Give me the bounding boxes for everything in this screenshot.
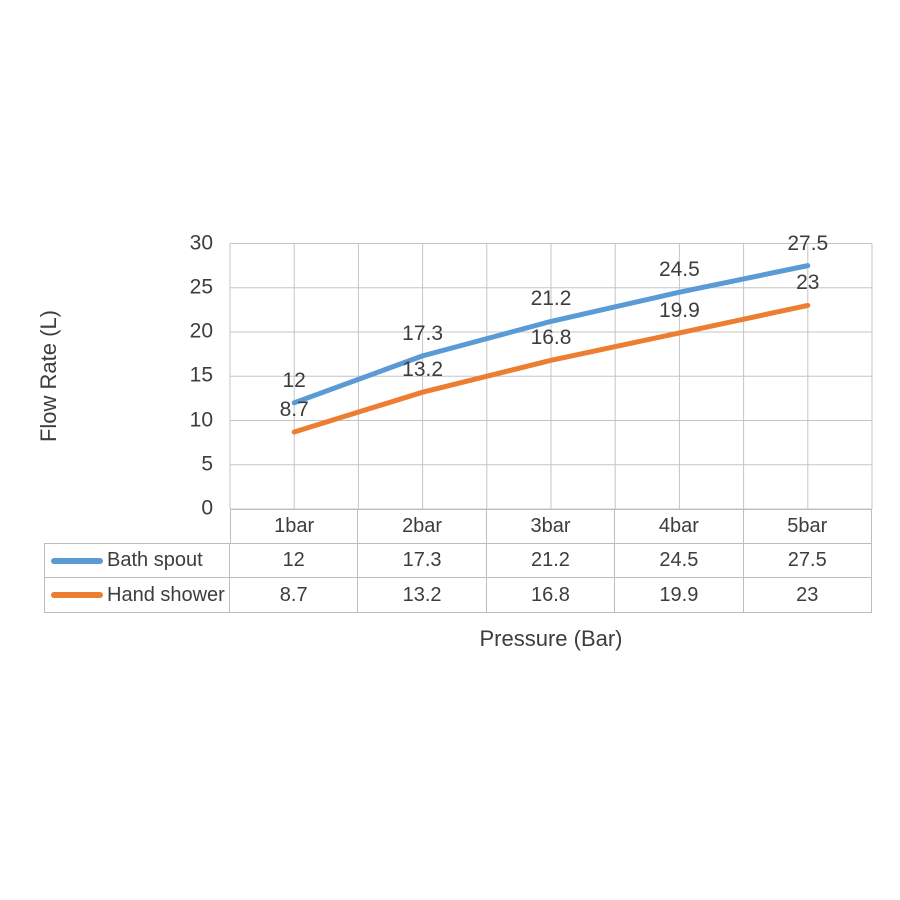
y-tick-label: 5 <box>201 452 213 476</box>
legend-label: Hand shower <box>107 583 225 606</box>
data-table: 1bar 2bar 3bar 4bar 5bar Bath spout 12 1… <box>44 509 872 613</box>
y-tick-label: 30 <box>189 231 213 255</box>
y-tick-label: 25 <box>189 275 213 299</box>
data-label: 8.7 <box>279 398 309 421</box>
data-label: 16.8 <box>530 326 572 350</box>
table-value: 17.3 <box>358 543 487 578</box>
y-tick-label: 10 <box>189 408 213 432</box>
table-value: 27.5 <box>743 543 872 578</box>
series-line-hand-shower <box>291 302 811 435</box>
y-tick-label: 0 <box>201 496 213 520</box>
category-label: 4bar <box>615 509 744 543</box>
y-tick-label: 20 <box>189 319 213 343</box>
data-label: 13.2 <box>402 358 444 382</box>
data-label: 24.5 <box>658 258 700 282</box>
legend-item-hand-shower: Hand shower <box>44 578 230 613</box>
category-label: 5bar <box>743 509 872 543</box>
table-value: 13.2 <box>358 578 487 613</box>
data-label: 21.2 <box>530 287 572 311</box>
legend-label: Bath spout <box>107 549 203 571</box>
table-value: 8.7 <box>230 578 359 613</box>
category-label: 1bar <box>230 509 359 543</box>
x-axis-title: Pressure (Bar) <box>479 626 623 651</box>
data-label: 27.5 <box>787 231 829 255</box>
table-value: 19.9 <box>615 578 744 613</box>
table-value: 16.8 <box>486 578 616 613</box>
table-value: 12 <box>230 543 359 578</box>
data-label: 23 <box>796 271 820 295</box>
table-value: 21.2 <box>486 543 616 578</box>
table-value: 23 <box>743 578 872 613</box>
data-label: 19.9 <box>658 298 700 322</box>
legend-swatch-hand-shower <box>51 592 103 598</box>
data-label: 12 <box>282 368 306 392</box>
legend-swatch-bath-spout <box>51 557 103 564</box>
category-label: 2bar <box>358 509 487 543</box>
table-corner-blank <box>44 509 230 543</box>
table-value: 24.5 <box>615 543 744 578</box>
legend-item-bath-spout: Bath spout <box>44 543 230 578</box>
category-label: 3bar <box>486 509 616 543</box>
y-tick-label: 15 <box>189 363 213 387</box>
series-line-bath-spout <box>291 263 811 406</box>
data-label: 17.3 <box>402 321 444 345</box>
